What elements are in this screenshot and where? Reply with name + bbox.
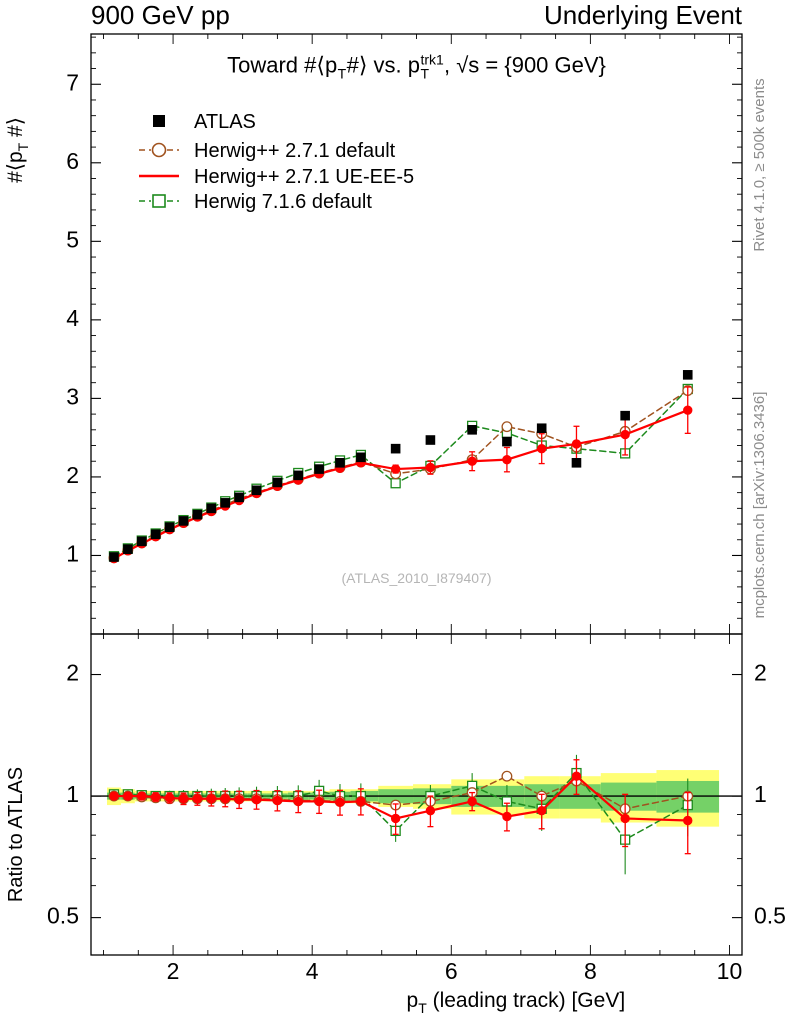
svg-text:Herwig++ 2.7.1 default: Herwig++ 2.7.1 default	[194, 140, 396, 162]
svg-text:2: 2	[66, 660, 79, 686]
svg-text:2: 2	[167, 958, 180, 984]
svg-text:4: 4	[306, 958, 319, 984]
svg-text:0.5: 0.5	[47, 903, 79, 929]
svg-text:Toward #⟨p: Toward #⟨p	[227, 52, 337, 77]
svg-text:6: 6	[66, 148, 79, 174]
svg-text:7: 7	[66, 69, 79, 95]
svg-text:, √s = {900 GeV}: , √s = {900 GeV}	[444, 52, 606, 77]
svg-text:2: 2	[66, 462, 79, 488]
svg-text:mcplots.cern.ch [arXiv:1306.34: mcplots.cern.ch [arXiv:1306.3436]	[751, 392, 768, 619]
svg-text:1: 1	[66, 540, 79, 566]
svg-text:0.5: 0.5	[754, 903, 786, 929]
svg-text:(ATLAS_2010_I879407): (ATLAS_2010_I879407)	[342, 570, 492, 586]
svg-text:10: 10	[717, 958, 743, 984]
svg-text:pT (leading track) [GeV]: pT (leading track) [GeV]	[407, 989, 626, 1016]
svg-text:8: 8	[584, 958, 597, 984]
svg-text:T: T	[338, 65, 347, 81]
svg-text:Underlying Event: Underlying Event	[544, 0, 743, 30]
svg-text:3: 3	[66, 383, 79, 409]
svg-text:Herwig++ 2.7.1 UE-EE-5: Herwig++ 2.7.1 UE-EE-5	[194, 166, 414, 188]
svg-text:2: 2	[754, 660, 767, 686]
svg-text:1: 1	[66, 781, 79, 807]
svg-text:5: 5	[66, 226, 79, 252]
svg-text:ATLAS: ATLAS	[194, 111, 256, 133]
svg-text:Rivet 4.1.0, ≥ 500k events: Rivet 4.1.0, ≥ 500k events	[751, 78, 768, 251]
svg-text:T: T	[420, 65, 429, 81]
svg-text:Ratio to ATLAS: Ratio to ATLAS	[5, 767, 27, 902]
svg-text:6: 6	[445, 958, 458, 984]
svg-text:4: 4	[66, 305, 79, 331]
svg-text:1: 1	[754, 781, 767, 807]
svg-text:#⟩ vs. p: #⟩ vs. p	[347, 52, 420, 77]
svg-text:900 GeV pp: 900 GeV pp	[91, 0, 230, 30]
svg-text:Herwig 7.1.6 default: Herwig 7.1.6 default	[194, 191, 372, 213]
